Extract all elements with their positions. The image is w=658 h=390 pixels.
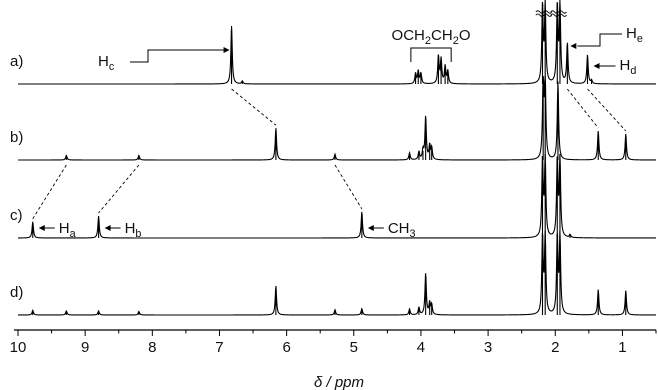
x-tick-label-2: 2: [551, 339, 559, 356]
x-tick-label-10: 10: [10, 339, 27, 356]
spectrum-trace-d: [18, 230, 656, 316]
x-axis-label: δ / ppm: [314, 374, 364, 390]
annotation-layer: Hc OCH2CH2O He Hd Ha Hb CH3: [38, 25, 643, 240]
x-tick-label-9: 9: [81, 339, 89, 356]
h-c-pointer-line: [130, 49, 224, 63]
x-tick-label-3: 3: [484, 339, 492, 356]
h-b-arrowhead: [104, 225, 111, 231]
h-a-label: Ha: [59, 220, 76, 240]
h-e-arrowhead: [570, 43, 577, 49]
x-tick-label-1: 1: [618, 339, 626, 356]
x-tick-label-6: 6: [282, 339, 290, 356]
h-b-label: Hb: [125, 220, 142, 240]
series-label-c: c): [10, 207, 23, 224]
spectrum-trace-a: [18, 0, 656, 85]
h-e-label: He: [626, 25, 643, 45]
correlation-line-3: [587, 88, 627, 132]
x-tick-label-8: 8: [148, 339, 156, 356]
series-label-d: d): [10, 284, 23, 301]
x-tick-label-7: 7: [215, 339, 223, 356]
h-c-label: Hc: [98, 53, 115, 73]
correlation-line-2: [566, 88, 599, 129]
h-a-arrowhead: [38, 225, 45, 231]
correlation-line-5: [98, 164, 140, 214]
h-d-arrowhead: [593, 63, 600, 69]
h-c-arrowhead: [223, 47, 230, 53]
spectra-layer: a) b) c) d): [10, 0, 656, 316]
ch3-arrowhead: [367, 225, 374, 231]
ch3-label: CH3: [388, 220, 416, 240]
series-label-a: a): [10, 53, 23, 70]
spectrum-trace-b: [18, 75, 656, 161]
correlation-line-4: [32, 164, 67, 219]
h-d-label: Hd: [619, 57, 636, 77]
spectrum-trace-c: [18, 153, 656, 239]
break-mark-2: [550, 10, 567, 17]
correlation-layer: [32, 88, 627, 219]
x-axis: 10 9 8 7 6 5 4 3 2 1: [10, 329, 657, 356]
series-label-b: b): [10, 129, 23, 146]
h-e-pointer-line: [577, 33, 622, 47]
och2ch2o-label: OCH2CH2O: [392, 27, 471, 47]
break-mark-1: [535, 10, 553, 17]
correlation-line-6: [334, 164, 363, 210]
och2ch2o-bracket: [410, 47, 452, 62]
correlation-line-1: [231, 88, 277, 126]
x-tick-label-5: 5: [350, 339, 358, 356]
x-tick-label-4: 4: [417, 339, 425, 356]
